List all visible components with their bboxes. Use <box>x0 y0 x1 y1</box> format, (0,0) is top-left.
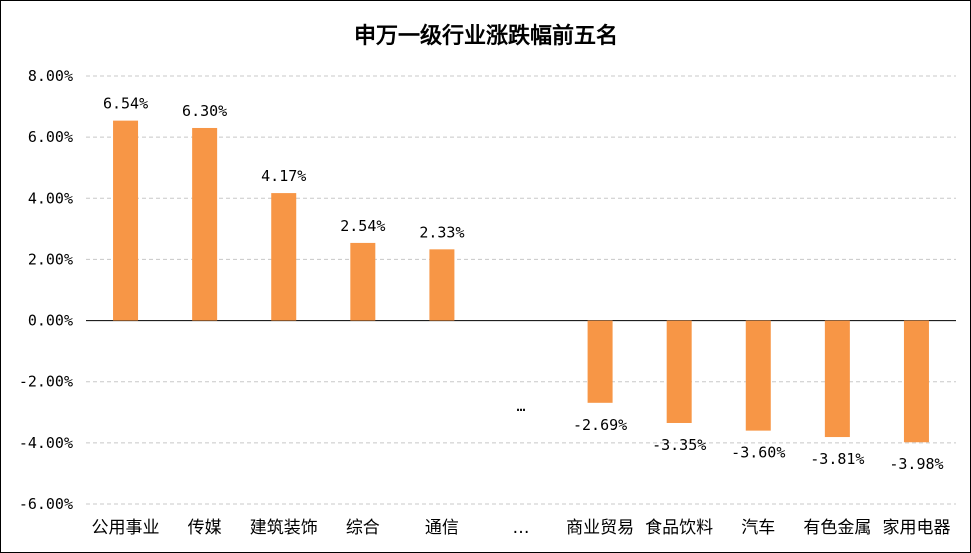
bar <box>745 320 771 431</box>
data-label: 6.54% <box>103 95 148 113</box>
category-label: 食品饮料 <box>645 518 713 538</box>
category-label: 有色金属 <box>803 518 871 538</box>
bar <box>587 320 613 403</box>
category-label: 公用事业 <box>92 518 160 538</box>
gridlines <box>86 75 956 505</box>
bar <box>429 249 455 321</box>
data-label: -3.98% <box>889 455 943 473</box>
data-label: -3.60% <box>731 444 785 462</box>
data-label: -2.69% <box>573 416 627 434</box>
y-tick-label: -4.00% <box>19 434 73 452</box>
y-tick-label: 6.00% <box>28 128 73 146</box>
bar <box>271 193 297 321</box>
bar <box>350 242 376 321</box>
x-axis-category-labels: 公用事业 传媒 建筑装饰 综合 通信 … 商业贸易 食品饮料 汽车 有色金属 家用电器 <box>92 518 951 538</box>
data-label: -3.35% <box>652 436 706 454</box>
y-tick-label: -2.00% <box>19 373 73 391</box>
y-tick-label: 2.00% <box>28 250 73 268</box>
bar <box>192 127 218 321</box>
y-tick-label: 0.00% <box>28 312 73 330</box>
data-label: -3.81% <box>810 450 864 468</box>
bar <box>666 320 692 423</box>
bar <box>824 320 850 438</box>
category-label: 传媒 <box>188 518 222 538</box>
category-label: 通信 <box>425 518 459 538</box>
category-label: 综合 <box>346 518 380 538</box>
category-label: 商业贸易 <box>566 518 634 538</box>
bar <box>113 120 139 321</box>
y-tick-label: -6.00% <box>19 495 73 513</box>
gap-ellipsis: … <box>516 397 525 415</box>
y-axis-tick-labels: 8.00% 6.00% 4.00% 2.00% 0.00% -2.00% -4.00% -6.… <box>19 67 73 513</box>
category-label: 家用电器 <box>882 518 950 538</box>
y-tick-label: 8.00% <box>28 67 73 85</box>
bar <box>903 320 929 443</box>
category-label: 汽车 <box>741 518 775 538</box>
data-label: 4.17% <box>261 167 306 185</box>
chart-title: 申万一级行业涨跌幅前五名 <box>354 23 618 49</box>
data-label: 2.54% <box>340 217 385 235</box>
data-label: 6.30% <box>182 102 227 120</box>
bars <box>113 120 929 443</box>
data-label: 2.33% <box>419 223 464 241</box>
category-label: 建筑装饰 <box>250 518 318 538</box>
category-label: … <box>513 518 530 538</box>
y-tick-label: 4.00% <box>28 189 73 207</box>
data-labels: 6.54% 6.30% 4.17% 2.54% 2.33% … -2.69% -3.35% -3… <box>103 95 944 474</box>
